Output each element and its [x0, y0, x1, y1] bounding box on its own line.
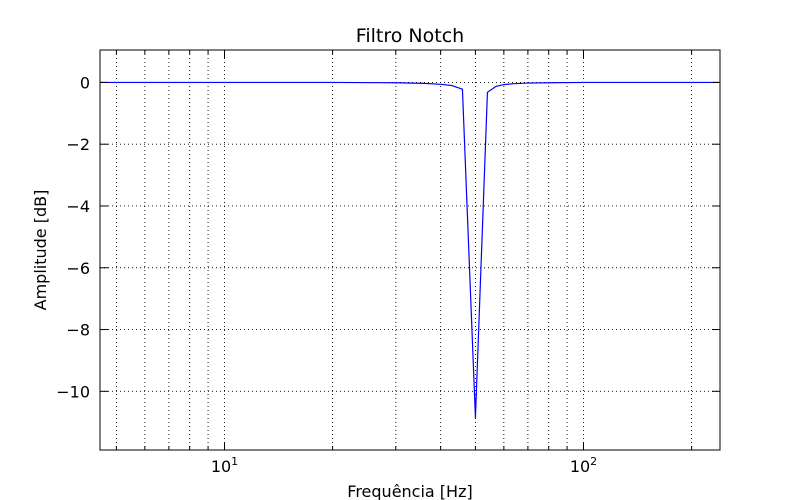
x-axis-label: Frequência [Hz] — [347, 482, 472, 500]
chart-title: Filtro Notch — [356, 25, 464, 47]
y-tick-label: −2 — [66, 135, 90, 154]
x-tick-label: 102 — [570, 455, 597, 476]
y-tick-labels: 0 −2 −4 −6 −8 −10 — [56, 73, 90, 401]
y-tick-label: −6 — [66, 259, 90, 278]
x-tick-label-exponent: 1 — [231, 455, 238, 468]
y-tick-label: 0 — [80, 73, 90, 92]
plot-frame — [99, 49, 721, 451]
series-layer — [100, 81, 720, 419]
series-line-0 — [100, 81, 720, 419]
x-tick-labels: 101 102 — [211, 455, 597, 476]
y-tick-label: −4 — [66, 197, 90, 216]
x-tick-label-base: 10 — [570, 457, 590, 476]
x-tick-label-exponent: 2 — [590, 455, 597, 468]
x-tick-label: 101 — [211, 455, 238, 476]
y-tick-label: −8 — [66, 321, 90, 340]
tick-marks — [100, 50, 720, 450]
y-tick-label: −10 — [56, 382, 90, 401]
y-axis-label: Amplitude [dB] — [31, 190, 50, 311]
x-tick-label-base: 10 — [211, 457, 231, 476]
